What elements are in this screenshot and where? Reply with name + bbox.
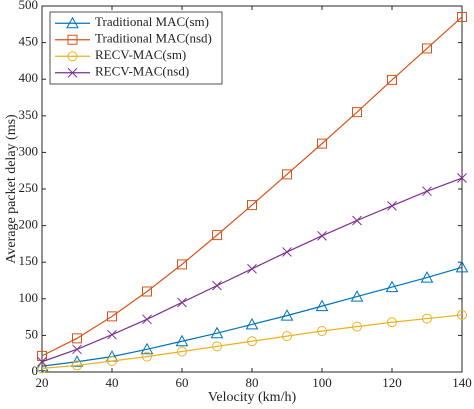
marker	[142, 314, 152, 325]
marker	[352, 107, 362, 118]
marker	[72, 360, 82, 371]
x-tick-label: 80	[246, 375, 259, 390]
marker	[317, 326, 327, 337]
y-tick-label: 100	[19, 290, 39, 305]
marker	[317, 230, 327, 241]
series-line	[41, 314, 463, 369]
legend-box	[49, 11, 223, 85]
marker	[177, 346, 187, 357]
marker	[177, 259, 187, 270]
y-tick-label: 200	[19, 217, 39, 232]
x-tick-label: 100	[312, 375, 332, 390]
x-tick-label: 20	[36, 375, 49, 390]
marker	[142, 351, 152, 362]
marker	[387, 317, 397, 328]
marker	[142, 286, 152, 297]
y-tick-label: 500	[19, 0, 39, 12]
marker	[37, 356, 47, 367]
marker	[247, 200, 257, 211]
marker	[72, 333, 82, 344]
marker	[387, 200, 397, 211]
x-tick-label: 60	[176, 375, 189, 390]
marker	[455, 260, 469, 273]
marker	[422, 43, 432, 54]
series-line	[41, 16, 463, 357]
marker	[352, 215, 362, 226]
marker	[107, 329, 117, 340]
marker	[385, 280, 399, 293]
marker	[315, 299, 329, 312]
legend-label: Traditional MAC(nsd)	[95, 31, 212, 46]
marker	[317, 138, 327, 149]
marker	[457, 173, 467, 183]
marker	[67, 51, 78, 62]
marker	[177, 297, 187, 308]
marker	[350, 290, 364, 302]
marker	[107, 356, 117, 367]
marker	[212, 341, 222, 352]
x-tick-label: 120	[382, 375, 402, 390]
marker	[420, 271, 434, 283]
x-tick-label: 40	[106, 375, 119, 390]
y-tick-label: 300	[19, 143, 39, 158]
x-tick-label: 140	[452, 375, 472, 390]
marker	[245, 317, 259, 330]
marker	[175, 334, 189, 347]
marker	[37, 350, 47, 361]
marker	[280, 309, 294, 321]
marker	[422, 313, 432, 324]
marker	[352, 321, 362, 332]
y-tick-label: 400	[19, 70, 39, 85]
marker	[35, 359, 49, 372]
marker	[247, 263, 257, 274]
marker	[210, 326, 224, 339]
marker	[66, 16, 79, 29]
legend-label: RECV-MAC(nsd)	[95, 64, 189, 79]
y-tick-label: 450	[19, 34, 39, 49]
marker	[72, 344, 82, 355]
y-tick-label: 250	[19, 180, 39, 195]
marker	[212, 230, 222, 241]
marker	[282, 247, 292, 257]
x-axis-label: Velocity (km/h)	[208, 390, 297, 405]
marker	[212, 280, 222, 291]
legend-label: RECV-MAC(sm)	[95, 47, 186, 62]
marker	[282, 169, 292, 180]
y-tick-label: 0	[32, 363, 39, 378]
marker	[247, 336, 257, 347]
marker	[107, 311, 117, 322]
marker	[387, 74, 397, 85]
marker	[37, 363, 47, 374]
marker	[67, 67, 78, 78]
marker	[422, 186, 432, 197]
y-axis-label: Average packet delay (ms)	[4, 114, 19, 264]
y-tick-label: 50	[25, 326, 38, 341]
y-tick-label: 150	[19, 253, 39, 268]
legend-label: Traditional MAC(sm)	[95, 14, 209, 29]
marker	[140, 342, 154, 355]
marker	[457, 309, 467, 320]
marker	[67, 34, 78, 45]
marker	[282, 331, 292, 342]
y-tick-label: 350	[19, 107, 39, 122]
marker	[457, 11, 467, 22]
